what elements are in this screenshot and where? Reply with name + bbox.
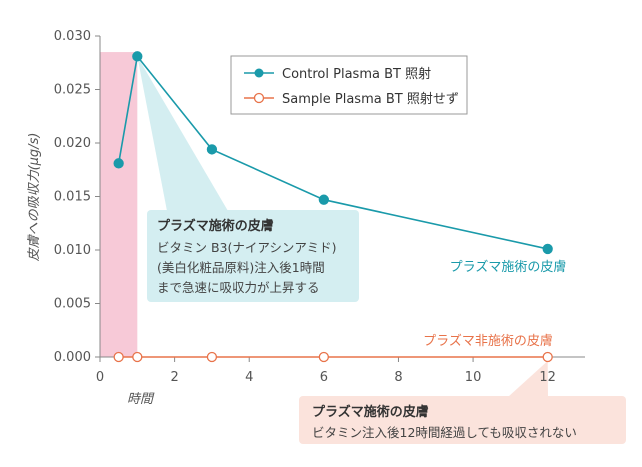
annotation-line: ビタミン B3(ナイアシンアミド) [157,240,337,255]
x-tick-label: 6 [320,370,328,385]
data-point [206,144,218,155]
annotation-box-control [147,210,359,302]
data-point [113,351,124,363]
data-point [132,351,143,363]
data-point [542,243,553,255]
legend-label-sample: Sample Plasma BT 照射せず [282,91,459,107]
annotation-box-sample [299,396,626,444]
x-tick-label: 4 [245,370,253,385]
annotation-line: (美白化粧品原料)注入後1時間 [157,260,325,275]
y-tick-label: 0.020 [54,136,91,151]
data-point [318,351,329,363]
legend-marker-control [254,68,264,78]
data-point [113,158,124,169]
data-point [318,194,329,205]
y-axis-label: 皮膚への吸収力(μg/s) [27,133,42,262]
y-tick-label: 0.015 [54,190,91,205]
data-point [132,51,143,62]
annotation-pointer [137,56,228,211]
y-tick-label: 0.025 [54,83,91,98]
y-tick-label: 0.010 [54,243,91,258]
legend-marker-sample [253,92,265,104]
data-point [542,351,553,363]
x-tick-label: 8 [394,370,402,385]
legend [230,55,468,115]
data-point [206,351,218,363]
x-tick-label: 10 [465,370,482,385]
highlight-band [100,52,138,358]
x-tick-label: 2 [170,370,178,385]
legend-label-control: Control Plasma BT 照射 [282,66,431,82]
annotation-title: プラズマ施術の皮膚 [312,404,429,420]
series-label-control: プラズマ施術の皮膚 [450,259,567,275]
x-tick-label: 0 [96,370,104,385]
y-tick-label: 0.005 [54,297,91,312]
annotation-line: ビタミン注入後12時間経過しても吸収されない [312,425,577,440]
x-axis-label: 時間 [127,392,155,407]
x-tick-label: 12 [539,370,556,385]
y-tick-label: 0.000 [54,350,91,365]
series-label-sample: プラズマ非施術の皮膚 [423,333,553,349]
annotation-pointer [508,361,548,397]
y-tick-label: 0.030 [54,29,91,44]
annotation-title: プラズマ施術の皮膚 [157,218,274,234]
annotation-line: まで急速に吸収力が上昇する [157,280,320,295]
